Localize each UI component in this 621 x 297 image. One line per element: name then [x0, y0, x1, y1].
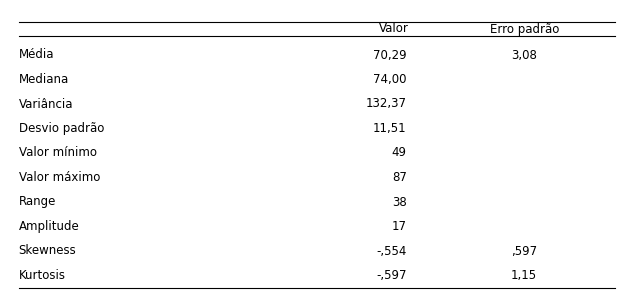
- Text: Range: Range: [19, 195, 56, 208]
- Text: Amplitude: Amplitude: [19, 220, 79, 233]
- Text: Desvio padrão: Desvio padrão: [19, 122, 104, 135]
- Text: Variância: Variância: [19, 97, 73, 110]
- Text: 70,29: 70,29: [373, 48, 407, 61]
- Text: 49: 49: [392, 146, 407, 159]
- Text: 11,51: 11,51: [373, 122, 407, 135]
- Text: Valor máximo: Valor máximo: [19, 171, 100, 184]
- Text: Valor mínimo: Valor mínimo: [19, 146, 97, 159]
- Text: Média: Média: [19, 48, 54, 61]
- Text: ,597: ,597: [511, 244, 537, 257]
- Text: 17: 17: [392, 220, 407, 233]
- Text: -,597: -,597: [376, 269, 407, 282]
- Text: -,554: -,554: [376, 244, 407, 257]
- Text: Mediana: Mediana: [19, 73, 69, 86]
- Text: Erro padrão: Erro padrão: [490, 23, 560, 36]
- Text: Skewness: Skewness: [19, 244, 76, 257]
- Text: Valor: Valor: [379, 23, 409, 36]
- Text: Kurtosis: Kurtosis: [19, 269, 66, 282]
- Text: 38: 38: [392, 195, 407, 208]
- Text: 74,00: 74,00: [373, 73, 407, 86]
- Text: 132,37: 132,37: [366, 97, 407, 110]
- Text: 3,08: 3,08: [511, 48, 537, 61]
- Text: 1,15: 1,15: [511, 269, 537, 282]
- Text: 87: 87: [392, 171, 407, 184]
